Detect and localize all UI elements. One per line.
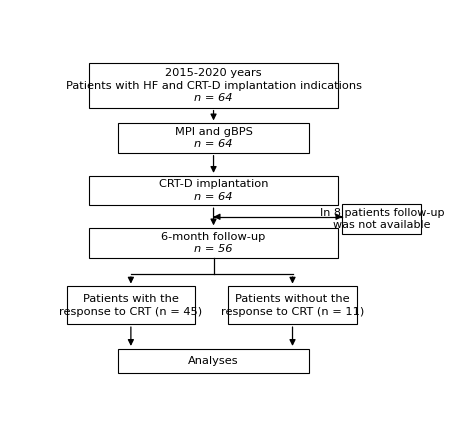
- Text: 2015-2020 years: 2015-2020 years: [165, 68, 262, 78]
- Text: response to CRT (n = 45): response to CRT (n = 45): [59, 307, 202, 317]
- Text: Patients with the: Patients with the: [83, 294, 179, 304]
- Bar: [89, 176, 338, 205]
- Text: MPI and gBPS: MPI and gBPS: [174, 127, 253, 137]
- Text: In 8 patients follow-up: In 8 patients follow-up: [319, 208, 444, 218]
- Bar: [89, 63, 338, 108]
- Text: n = 64: n = 64: [194, 192, 233, 202]
- Text: n = 56: n = 56: [194, 244, 233, 254]
- Text: n = 64: n = 64: [194, 93, 233, 103]
- Text: 6-month follow-up: 6-month follow-up: [161, 232, 266, 242]
- Bar: [342, 204, 421, 234]
- Text: Patients without the: Patients without the: [235, 294, 350, 304]
- Bar: [118, 123, 309, 153]
- Bar: [66, 286, 195, 324]
- Bar: [228, 286, 357, 324]
- Text: response to CRT (n = 11): response to CRT (n = 11): [221, 307, 364, 317]
- Bar: [89, 228, 338, 258]
- Text: Analyses: Analyses: [188, 356, 239, 366]
- Text: was not available: was not available: [333, 220, 430, 230]
- Text: CRT-D implantation: CRT-D implantation: [159, 179, 268, 189]
- Bar: [118, 349, 309, 374]
- Text: Patients with HF and CRT-D implantation indications: Patients with HF and CRT-D implantation …: [65, 81, 362, 91]
- Text: n = 64: n = 64: [194, 139, 233, 149]
